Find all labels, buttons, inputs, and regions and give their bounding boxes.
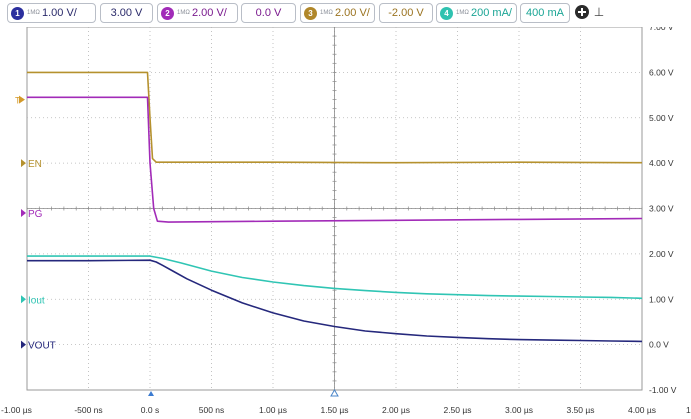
ch1-impedance: 1MΩ xyxy=(27,10,40,16)
x-tick-label: 1.50 µs xyxy=(320,405,348,415)
trigger-label: T xyxy=(15,96,21,106)
x-tick-label: -1.00 µs xyxy=(1,405,32,415)
ch3-scale: 2.00 V/ xyxy=(335,7,370,19)
ch3-offset: -2.00 V xyxy=(388,7,424,19)
ch2-scale-chip[interactable]: 2 1MΩ 2.00 V/ xyxy=(157,3,238,23)
x-tick-label: 2.00 µs xyxy=(382,405,410,415)
ch3-badge: 3 xyxy=(304,7,317,20)
x-tick-label: 0.0 s xyxy=(141,405,159,415)
marker-vout[interactable]: VOUT xyxy=(21,340,56,352)
ch1-offset: 3.00 V xyxy=(110,7,143,19)
y-tick-label: 5.00 V xyxy=(649,113,674,123)
ch1-scale-chip[interactable]: 1 1MΩ 1.00 V/ xyxy=(7,3,96,23)
ch4-badge: 4 xyxy=(440,7,453,20)
series-en-line xyxy=(27,71,643,164)
marker-en[interactable]: EN xyxy=(21,159,42,170)
cursor-marker[interactable] xyxy=(330,389,339,397)
channel-marker-arrow xyxy=(21,340,26,349)
channel-marker-arrow xyxy=(21,159,26,168)
x-axis-labels: -1.00 µs -500 ns 0.0 s 500 ns 1.00 µs 1.50 µs… xyxy=(1,405,691,415)
ch2-offset: 0.0 V xyxy=(255,7,282,19)
channel-marker-arrow xyxy=(21,209,26,218)
ch2-offset-chip[interactable]: 0.0 V xyxy=(241,3,296,23)
plus-circle-icon[interactable] xyxy=(573,3,591,21)
x-tick-label: 1.00 µs xyxy=(259,405,287,415)
y-tick-label: 2.00 V xyxy=(649,249,674,259)
x-tick-label: 2.50 µs xyxy=(443,405,471,415)
x-tick-label: 4.00 µs xyxy=(628,405,656,415)
marker-iout[interactable]: Iout xyxy=(21,295,45,306)
ch2-scale: 2.00 V/ xyxy=(192,7,227,19)
y-tick-label: 3.00 V xyxy=(649,204,674,214)
y-tick-label: 6.00 V xyxy=(649,67,674,77)
x-tick-label: -500 ns xyxy=(74,405,102,415)
ch2-impedance: 1MΩ xyxy=(177,10,190,16)
y-tick-label: -1.00 V xyxy=(649,385,677,395)
marker-layer: EN PG Iout VOUT T xyxy=(15,95,56,352)
series-label-en: EN xyxy=(28,159,42,170)
y-axis-labels: 7.00 V 6.00 V 5.00 V 4.00 V 3.00 V 2.00 V 1.00… xyxy=(649,22,677,395)
series-label-iout: Iout xyxy=(28,295,45,306)
ch1-scale: 1.00 V/ xyxy=(42,7,77,19)
y-tick-label: 4.00 V xyxy=(649,158,674,168)
ch4-offset: 400 mA xyxy=(526,7,564,19)
series-vout-line xyxy=(27,259,643,343)
x-tick-label: 500 ns xyxy=(199,405,225,415)
x-tick-label: 3.00 µs xyxy=(505,405,533,415)
series-label-pg: PG xyxy=(28,209,43,220)
ch4-scale-chip[interactable]: 4 1MΩ 200 mA/ xyxy=(436,3,517,23)
ch1-offset-chip[interactable]: 3.00 V xyxy=(100,3,153,23)
marker-pg[interactable]: PG xyxy=(21,209,43,220)
ch4-offset-chip[interactable]: 400 mA xyxy=(520,3,570,23)
ch4-scale: 200 mA/ xyxy=(471,7,512,19)
trigger-level-marker[interactable]: T xyxy=(15,95,25,106)
trigger-arrow xyxy=(19,95,25,104)
channel-toolbar: 1 1MΩ 1.00 V/ 3.00 V 2 1MΩ 2.00 V/ 0.0 V… xyxy=(0,0,691,27)
trigger-position-marker[interactable] xyxy=(148,391,154,396)
y-tick-label: 1.00 V xyxy=(649,294,674,304)
ch3-scale-chip[interactable]: 3 1MΩ 2.00 V/ xyxy=(300,3,375,23)
series-label-vout: VOUT xyxy=(28,341,56,352)
ch2-badge: 2 xyxy=(161,7,174,20)
ch4-impedance: 1MΩ xyxy=(456,10,469,16)
channel-marker-arrow xyxy=(21,295,26,304)
x-edge-label: 1 xyxy=(686,405,691,415)
series-layer xyxy=(27,71,643,343)
ch3-impedance: 1MΩ xyxy=(320,10,333,16)
y-tick-label: 0.0 V xyxy=(649,340,669,350)
series-iout-line xyxy=(27,255,643,300)
x-tick-label: 3.50 µs xyxy=(566,405,594,415)
ch3-offset-chip[interactable]: -2.00 V xyxy=(379,3,433,23)
series-pg-line xyxy=(27,96,643,223)
y-tick-label: 7.00 V xyxy=(649,22,674,32)
pin-icon[interactable]: ⊥ xyxy=(593,5,605,19)
ch1-badge: 1 xyxy=(11,7,24,20)
